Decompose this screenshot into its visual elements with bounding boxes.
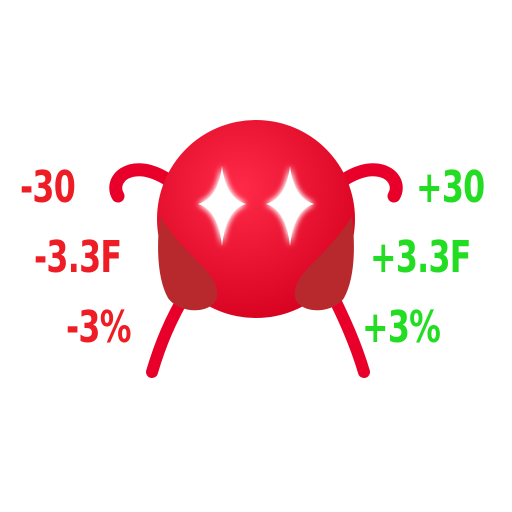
damage-decrease-label: -30 xyxy=(20,162,76,213)
left-eye-sparkle xyxy=(198,166,246,246)
creature-body xyxy=(157,120,355,318)
right-eye-sparkle xyxy=(266,166,314,246)
sparkle-eye-icon xyxy=(198,166,314,246)
right-wing xyxy=(294,216,354,311)
damage-increase-label: +30 xyxy=(416,162,485,213)
frame-increase-label: +3.3F xyxy=(370,232,471,283)
frame-decrease-label: -3.3F xyxy=(34,232,122,283)
percent-increase-label: +3% xyxy=(362,302,441,353)
percent-decrease-label: -3% xyxy=(66,302,131,353)
left-wing xyxy=(158,216,218,311)
